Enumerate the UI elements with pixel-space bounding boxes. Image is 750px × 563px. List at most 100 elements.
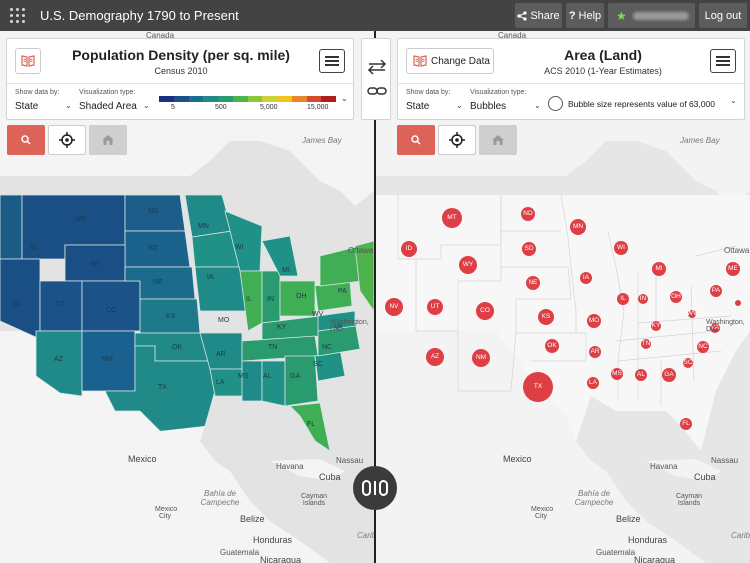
bubble-label-mi: MI: [655, 265, 663, 272]
bubble-chevron-down-icon[interactable]: ⌄: [730, 96, 737, 105]
show-data-label-left: Show data by:: [15, 89, 60, 96]
state-label-nv: NV: [12, 301, 22, 308]
state-label-la: LA: [216, 379, 225, 386]
bubble-label-wy: WY: [462, 261, 474, 268]
chevron-down-icon[interactable]: ⌄: [534, 101, 541, 110]
bubble-label-il: IL: [620, 295, 626, 302]
right-menu-button[interactable]: [710, 49, 736, 73]
bubble-size-text: Bubble size represents value of 63,000: [568, 99, 715, 109]
state-label-ok: OK: [172, 344, 183, 351]
bubble-label-in: IN: [639, 295, 647, 302]
bubble-label-wv: WV: [686, 310, 698, 317]
book-icon: [21, 55, 35, 67]
state-label-pa: PA: [338, 288, 347, 295]
label-guatemala: Guatemala: [220, 548, 260, 557]
split-slider-handle[interactable]: [353, 466, 397, 510]
label-ottawa-right: Ottawa: [724, 246, 750, 255]
app-title: U.S. Demography 1790 to Present: [40, 8, 239, 23]
state-label-wv: WV: [312, 311, 324, 318]
chevron-down-icon[interactable]: ⌄: [143, 101, 150, 110]
locate-button-right[interactable]: [438, 125, 476, 155]
state-label-mi: MI: [282, 267, 290, 274]
state-label-ar: AR: [216, 351, 226, 358]
book-icon: [413, 55, 427, 67]
state-label-az: AZ: [54, 356, 63, 363]
chevron-down-icon[interactable]: ⌄: [65, 101, 72, 110]
right-panel-subtitle: ACS 2010 (1-Year Estimates): [544, 66, 662, 76]
label-cayman-islands-right: Cayman Islands: [675, 493, 703, 507]
show-data-label-right: Show data by:: [406, 89, 451, 96]
help-label: Help: [578, 9, 602, 22]
state-label-wi: WI: [235, 244, 244, 251]
state-label-va: VA: [334, 324, 343, 331]
search-button-right[interactable]: [397, 125, 435, 155]
bubble-label-tn: TN: [641, 340, 651, 347]
label-bahia-de-campeche: Bahía de Campeche: [200, 489, 240, 507]
label-honduras-right: Honduras: [628, 535, 668, 545]
label-washington: Washington, D.C.: [330, 319, 369, 333]
label-nassau: Nassau: [336, 456, 364, 465]
label-mexico-right: Mexico: [503, 454, 532, 464]
bubble-label-nm: NM: [475, 354, 487, 361]
help-button[interactable]: ? Help: [566, 3, 604, 28]
share-button[interactable]: Share: [515, 3, 562, 28]
label-cuba: Cuba: [319, 472, 341, 482]
bubble-label-va: VA: [710, 324, 720, 331]
right-panel-controls: Show data by: State ⌄ Visualization type…: [398, 83, 744, 120]
home-icon: [102, 135, 114, 145]
locate-button-left[interactable]: [48, 125, 86, 155]
bubble-label-ne: NE: [528, 279, 538, 286]
bubble-label-mo: MO: [588, 317, 600, 324]
show-data-select-right[interactable]: State: [406, 101, 430, 112]
legend-tick: 500: [215, 104, 227, 111]
label-carib-right: Carib: [731, 531, 750, 540]
bubble-label-co: CO: [480, 307, 490, 314]
change-data-button-left[interactable]: [15, 48, 41, 74]
state-label-tx: TX: [158, 384, 167, 391]
home-button-right[interactable]: [479, 125, 517, 155]
state-label-nm: NM: [102, 356, 113, 363]
share-icon: [517, 10, 527, 21]
label-cuba-right: Cuba: [694, 472, 716, 482]
show-data-select-left[interactable]: State: [15, 101, 39, 112]
state-label-sc: SC: [313, 361, 323, 368]
change-data-button[interactable]: Change Data: [406, 48, 494, 74]
state-label-ky: KY: [277, 324, 287, 331]
label-bahia-de-campeche-right: Bahía de Campeche: [574, 489, 614, 507]
legend-tick: 5,000: [260, 104, 278, 111]
chevron-down-icon[interactable]: ⌄: [456, 101, 463, 110]
legend-tick: 15,000: [307, 104, 329, 111]
map-split-divider[interactable]: [374, 31, 376, 563]
viz-type-select-right[interactable]: Bubbles: [470, 101, 507, 112]
logout-button[interactable]: Log out: [699, 3, 747, 28]
question-icon: ?: [568, 9, 576, 22]
viz-type-select-left[interactable]: Shaded Area: [79, 101, 137, 112]
bubble-label-nv: NV: [389, 303, 399, 310]
bubble-label-nd: ND: [523, 210, 533, 217]
left-menu-button[interactable]: [319, 49, 345, 73]
bubble-label-fl: FL: [682, 420, 690, 427]
state-label-ut: UT: [56, 301, 66, 308]
bubble-label-sc: SC: [683, 359, 693, 366]
state-label-fl: FL: [307, 421, 316, 428]
swap-arrows-icon[interactable]: [367, 59, 387, 75]
home-button-left[interactable]: [89, 125, 127, 155]
legend-chevron-down-icon[interactable]: ⌄: [341, 94, 348, 103]
state-label-id: ID: [30, 244, 37, 251]
bubble-label-ky: KY: [651, 322, 661, 329]
grid-dots-icon[interactable]: [10, 8, 26, 24]
state-label-tn: TN: [268, 344, 278, 351]
label-guatemala-right: Guatemala: [596, 548, 636, 557]
bubble-label-me: ME: [728, 265, 738, 272]
crosshair-icon: [59, 132, 75, 148]
bubble-size-icon: [548, 96, 563, 111]
label-havana: Havana: [276, 462, 304, 471]
user-account-button[interactable]: ★: [608, 3, 695, 28]
state-label-in: IN: [267, 296, 274, 303]
search-button-left[interactable]: [7, 125, 45, 155]
label-canada: Canada: [146, 31, 175, 40]
state-label-mo: MO: [218, 317, 230, 324]
crosshair-icon: [449, 132, 465, 148]
link-icon[interactable]: [367, 84, 387, 98]
viz-type-label-right: Visualization type:: [470, 89, 527, 96]
